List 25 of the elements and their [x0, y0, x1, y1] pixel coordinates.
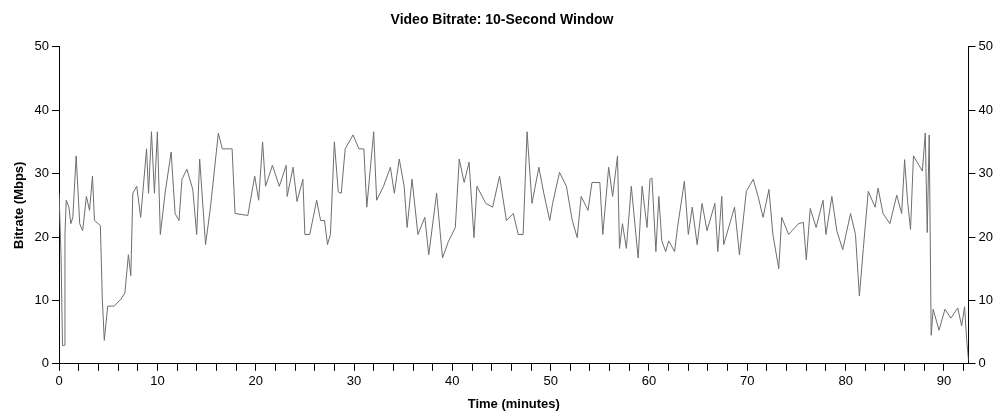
y-tick-label: 30: [34, 165, 50, 181]
x-axis-title: Time (minutes): [467, 395, 560, 411]
y-tick-label: 50: [34, 38, 50, 54]
x-tick-label: 70: [740, 373, 755, 389]
y2-tick-label: 0: [978, 355, 986, 371]
x-tick-label: 80: [838, 373, 853, 389]
x-tick-label: 30: [346, 373, 362, 389]
y2-tick-label: 50: [978, 38, 994, 54]
y-tick-label: 40: [34, 101, 50, 117]
y2-tick-label: 20: [978, 228, 994, 244]
x-tick-label: 40: [445, 373, 460, 389]
y-tick-label: 0: [41, 355, 50, 371]
chart-title: Video Bitrate: 10-Second Window: [390, 11, 614, 28]
y-tick-label: 10: [34, 291, 50, 307]
x-tick-label: 10: [150, 373, 165, 389]
y2-tick-label: 10: [978, 291, 994, 307]
x-tick-label: 90: [936, 373, 952, 389]
y-axis-title: Bitrate (Mbps): [11, 161, 27, 249]
y-tick-label: 20: [34, 228, 50, 244]
x-tick-label: 60: [641, 373, 657, 389]
y2-tick-label: 30: [978, 165, 994, 181]
x-tick-label: 50: [543, 373, 558, 389]
x-tick-label: 20: [248, 373, 263, 389]
y2-tick-label: 40: [978, 101, 994, 117]
x-tick-label: 0: [55, 373, 63, 389]
